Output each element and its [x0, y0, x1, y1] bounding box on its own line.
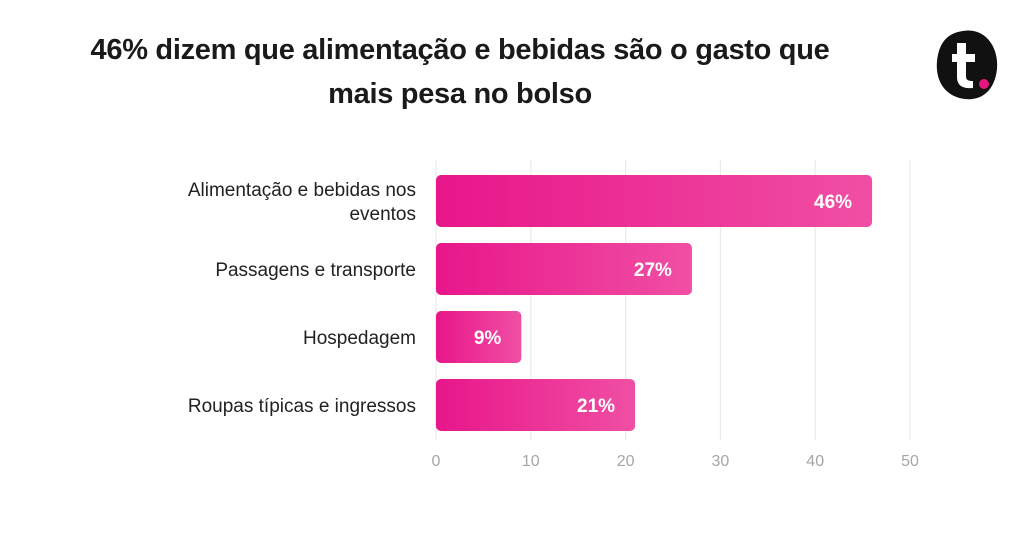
category-label: Hospedagem [303, 328, 416, 349]
bar [436, 311, 522, 363]
chart-title-line-1: 46% dizem que alimentação e bebidas são … [90, 34, 830, 66]
bar [436, 175, 873, 227]
chart-title: 46% dizem que alimentação e bebidas são … [30, 28, 890, 116]
x-tick-label: 30 [712, 453, 730, 470]
bar-value-label: 27% [634, 260, 672, 281]
x-tick-label: 20 [617, 453, 635, 470]
t-logo-icon [936, 30, 998, 100]
bar [436, 379, 636, 431]
x-tick-label: 0 [432, 453, 441, 470]
x-tick-label: 40 [806, 453, 824, 470]
x-tick-label: 50 [901, 453, 919, 470]
bar-value-label: 9% [474, 328, 502, 349]
category-label: Alimentação e bebidas nos [188, 180, 416, 201]
chart-title-line-2: mais pesa no bolso [328, 78, 592, 110]
bar-value-label: 21% [577, 396, 615, 417]
x-tick-label: 10 [522, 453, 540, 470]
category-label: eventos [349, 204, 416, 225]
bar-value-label: 46% [814, 192, 852, 213]
category-label: Roupas típicas e ingressos [188, 396, 416, 417]
category-label: Passagens e transporte [215, 260, 416, 281]
logo-letter-t [952, 43, 975, 89]
logo-dot [979, 79, 989, 89]
bar [436, 243, 692, 295]
x-axis-ticks: 0 10 20 30 40 50 [432, 453, 919, 470]
bars-group: 46% 27% 9% 21% [436, 175, 873, 431]
category-labels: Alimentação e bebidas nos eventos Passagen… [188, 180, 416, 417]
